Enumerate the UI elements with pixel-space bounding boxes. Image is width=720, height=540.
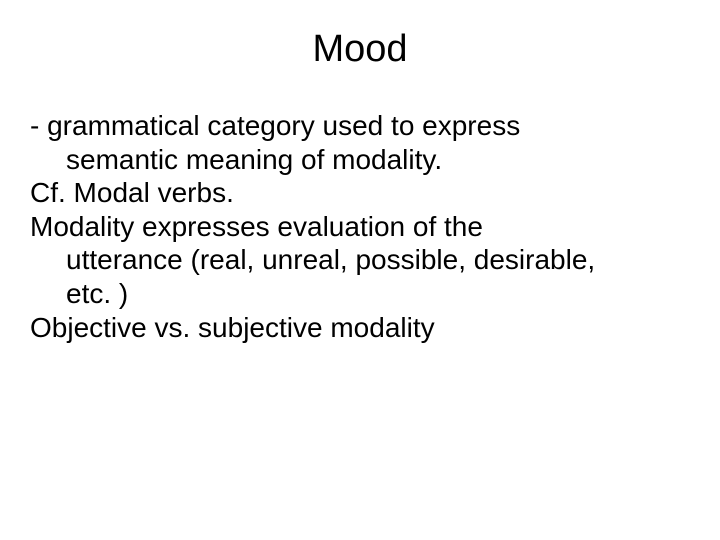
body-line-2: semantic meaning of modality.	[30, 143, 690, 177]
slide-body: - grammatical category used to express s…	[30, 109, 690, 344]
body-line-6: etc. )	[30, 277, 690, 311]
body-line-1: - grammatical category used to express	[30, 109, 690, 143]
slide-title: Mood	[30, 28, 690, 71]
body-line-5: utterance (real, unreal, possible, desir…	[30, 243, 690, 277]
body-line-3: Cf. Modal verbs.	[30, 176, 690, 210]
body-line-7: Objective vs. subjective modality	[30, 311, 690, 345]
body-line-4: Modality expresses evaluation of the	[30, 210, 690, 244]
